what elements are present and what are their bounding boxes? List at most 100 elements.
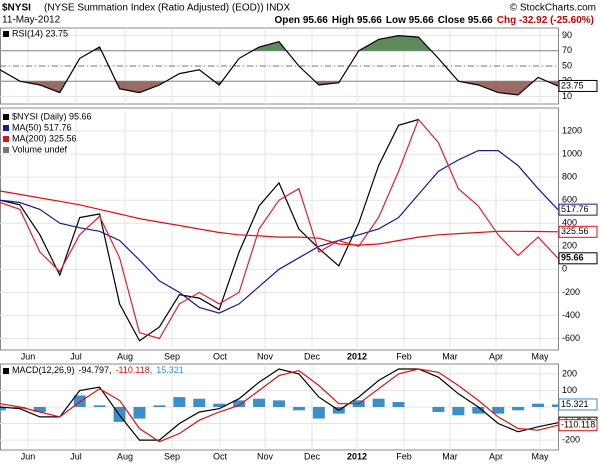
symbol: $NYSI bbox=[2, 3, 31, 14]
change: Chg -32.92 (-25.60%) bbox=[497, 15, 594, 26]
value-box bbox=[558, 203, 598, 216]
oversold-area bbox=[0, 81, 558, 95]
x-tick-label: May bbox=[531, 351, 549, 361]
value-box-label: 15.321 bbox=[561, 399, 589, 409]
x-tick-label: 2012 bbox=[347, 451, 367, 461]
y-tick-label: 800 bbox=[562, 172, 577, 182]
histogram-bar bbox=[253, 398, 266, 407]
symbol-name: (NYSE Summation Index (Ratio Adjusted) (… bbox=[44, 3, 291, 14]
histogram-bar bbox=[432, 407, 445, 412]
legend-swatch bbox=[3, 136, 9, 142]
histogram-bar bbox=[173, 397, 186, 407]
value-box bbox=[558, 419, 598, 432]
y-tick-label: 100 bbox=[562, 385, 577, 395]
x-tick-label: Sep bbox=[164, 451, 180, 461]
histogram-bar bbox=[73, 395, 86, 407]
legend-swatch bbox=[3, 114, 9, 120]
histogram-bar bbox=[512, 407, 525, 411]
x-tick-label: Nov bbox=[257, 451, 274, 461]
value-box bbox=[558, 225, 598, 238]
legend-swatch bbox=[3, 31, 9, 37]
y-tick-label: 1000 bbox=[562, 148, 582, 158]
quote-item: High 95.66 bbox=[332, 15, 382, 26]
series-line bbox=[0, 150, 559, 314]
histogram-bar bbox=[93, 405, 106, 407]
y-tick-label: 200 bbox=[562, 368, 577, 378]
x-tick-label: Aug bbox=[117, 351, 133, 361]
series-line bbox=[0, 190, 559, 246]
series-line bbox=[0, 34, 559, 96]
y-tick-label: 10 bbox=[562, 91, 572, 101]
histogram-bar bbox=[153, 405, 166, 407]
x-tick-label: Apr bbox=[489, 451, 503, 461]
quote-item: Open 95.66 bbox=[274, 15, 328, 26]
histogram-bar bbox=[213, 403, 226, 407]
x-tick-label: Oct bbox=[213, 351, 228, 361]
x-tick-label: Apr bbox=[489, 351, 503, 361]
histogram-bar bbox=[33, 407, 46, 412]
legend-swatch bbox=[3, 368, 9, 374]
value-box-label: -110.118 bbox=[561, 420, 595, 430]
legend-value: -94.797, bbox=[79, 365, 112, 375]
series-line bbox=[0, 118, 559, 340]
histogram-bar bbox=[452, 407, 465, 416]
legend-value: 15.321 bbox=[156, 365, 184, 375]
histogram-bar bbox=[233, 400, 246, 407]
title: MACD(12,26,9) bbox=[12, 365, 75, 375]
x-tick-label: Feb bbox=[396, 351, 412, 361]
quote-item: Low 95.66 bbox=[386, 15, 434, 26]
x-tick-label: Jun bbox=[21, 451, 36, 461]
histogram-bar bbox=[273, 400, 285, 407]
x-tick-label: Mar bbox=[442, 351, 458, 361]
histogram-bar bbox=[472, 407, 485, 414]
panel bbox=[0, 107, 559, 351]
y-tick-label: 400 bbox=[562, 218, 577, 228]
histogram-bar bbox=[552, 404, 564, 407]
value-box bbox=[558, 398, 598, 411]
y-tick-label: -200 bbox=[562, 287, 580, 297]
histogram-bar bbox=[392, 402, 405, 407]
x-tick-label: Nov bbox=[257, 351, 274, 361]
y-tick-label: 50 bbox=[562, 60, 572, 70]
annotation: Volume undef bbox=[12, 144, 68, 154]
x-tick-label: Dec bbox=[304, 351, 321, 361]
histogram-bar bbox=[13, 407, 26, 409]
x-tick-label: Aug bbox=[117, 451, 133, 461]
x-tick-label: Sep bbox=[164, 351, 180, 361]
date: 11-May-2012 bbox=[2, 15, 61, 26]
y-tick-label: -400 bbox=[562, 310, 580, 320]
legend-value: -110.118, bbox=[116, 365, 153, 375]
quote: Open 95.66 High 95.66 Low 95.66 Close 95.66… bbox=[274, 15, 594, 26]
x-tick-label: Jul bbox=[70, 351, 82, 361]
x-tick-label: Feb bbox=[396, 451, 412, 461]
legend-entry: MA(50) 517.76 bbox=[12, 122, 72, 132]
y-tick-label: 200 bbox=[562, 241, 577, 251]
quote-item: Close 95.66 bbox=[438, 15, 493, 26]
panel-title: RSI(14) 23.75 bbox=[12, 28, 68, 38]
value-box bbox=[558, 252, 598, 265]
x-tick-label: Oct bbox=[213, 451, 228, 461]
legend-swatch bbox=[3, 147, 9, 153]
y-tick-label: 70 bbox=[562, 45, 572, 55]
value-box bbox=[558, 79, 598, 92]
x-tick-label: Mar bbox=[442, 451, 458, 461]
value-box-label: 517.76 bbox=[561, 204, 589, 214]
histogram-bar bbox=[0, 407, 6, 411]
x-tick-label: Dec bbox=[304, 451, 321, 461]
y-tick-label: 0 bbox=[562, 264, 567, 274]
x-tick-label: 2012 bbox=[347, 351, 367, 361]
histogram-bar bbox=[292, 407, 305, 411]
series-line bbox=[0, 368, 559, 443]
histogram-bar bbox=[312, 407, 325, 419]
series-line bbox=[0, 368, 559, 441]
legend-entry: $NYSI (Daily) 95.66 bbox=[12, 111, 92, 121]
credit: © StockCharts.com bbox=[510, 3, 596, 14]
histogram-bar bbox=[372, 398, 385, 407]
y-tick-label: -200 bbox=[562, 434, 580, 444]
y-tick-label: 600 bbox=[562, 195, 577, 205]
histogram-bar bbox=[133, 407, 146, 419]
x-tick-label: Jul bbox=[70, 451, 82, 461]
panel-title: MACD(12,26,9) -94.797, -110.118, 15.321 bbox=[12, 365, 184, 375]
overbought-area bbox=[0, 35, 558, 51]
